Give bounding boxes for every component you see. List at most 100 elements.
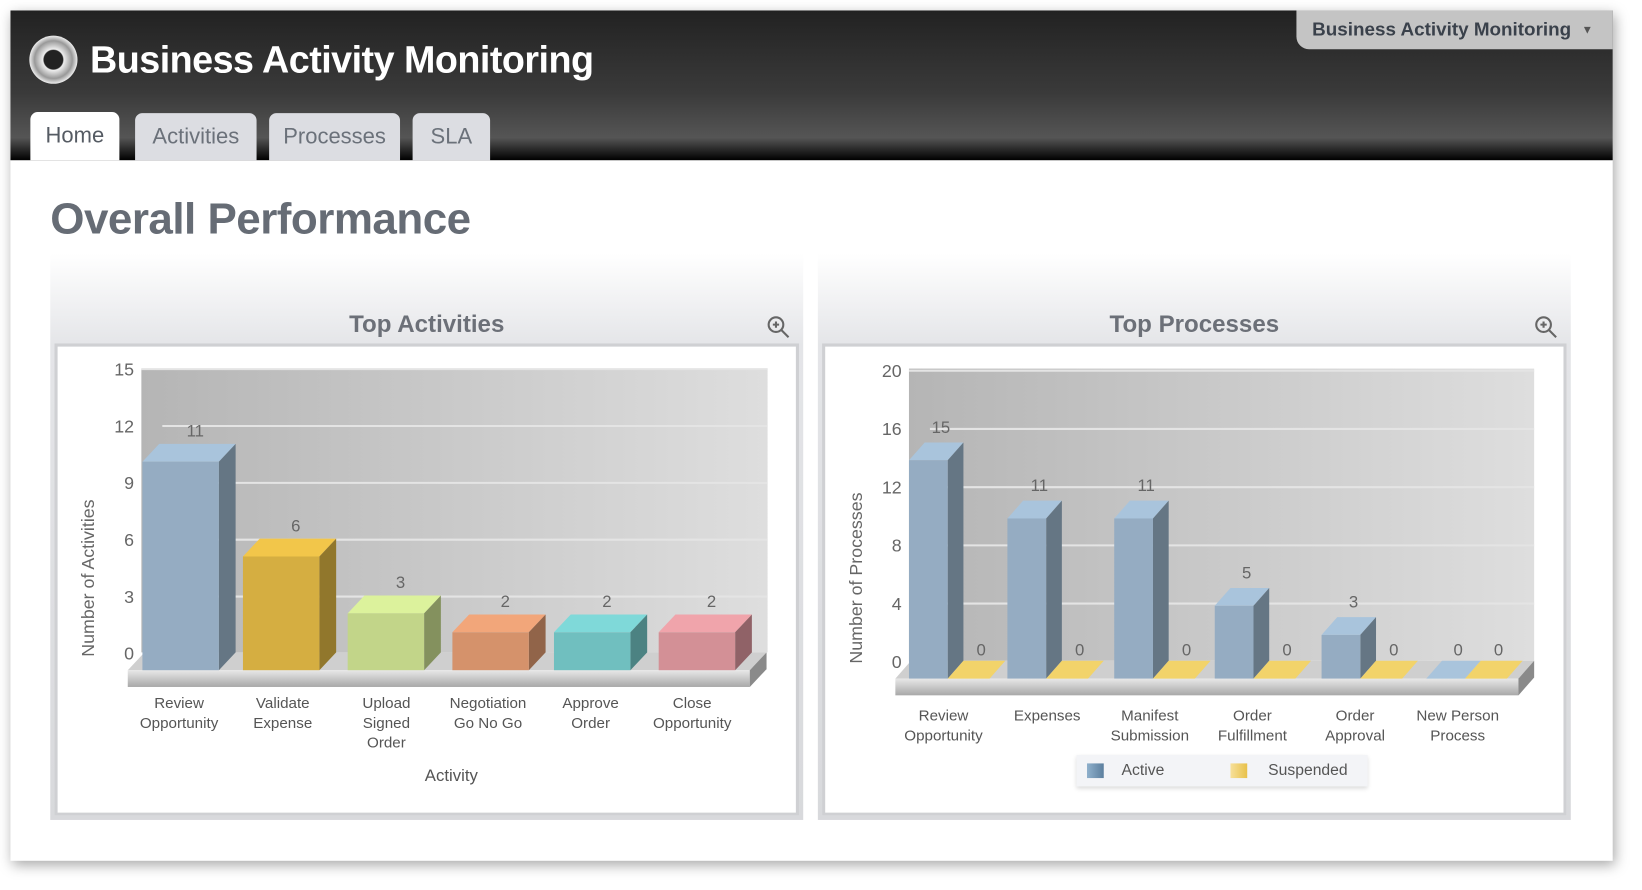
- bar-suspended-top: [947, 660, 1006, 679]
- x-tick-label: Approve: [562, 695, 619, 712]
- tab-sla[interactable]: SLA: [412, 113, 491, 161]
- y-tick-label: 15: [114, 359, 134, 379]
- data-label: 11: [187, 422, 204, 441]
- bar-active-side: [1152, 500, 1169, 679]
- y-tick-label: 9: [124, 473, 134, 493]
- bar-suspended-top: [1152, 660, 1211, 679]
- logo-icon: [29, 35, 78, 84]
- bar-side: [735, 614, 752, 671]
- bar-active: [1321, 634, 1361, 679]
- data-label: 2: [602, 592, 611, 611]
- bar-top: [658, 614, 752, 633]
- x-tick-label: New Person: [1416, 707, 1499, 724]
- bar-active-side: [1046, 500, 1062, 679]
- tab-label: Activities: [152, 124, 240, 149]
- data-label: 5: [1242, 564, 1251, 583]
- x-tick-label: Submission: [1111, 727, 1189, 744]
- legend-suspended-icon: [1230, 763, 1248, 779]
- bar: [553, 632, 631, 671]
- data-label: 0: [1282, 641, 1291, 660]
- x-tick-label: Order: [367, 735, 406, 752]
- bar-side: [528, 614, 546, 671]
- bar-top: [142, 443, 236, 462]
- data-label: 3: [1349, 593, 1358, 612]
- x-tick-label: Negotiation: [450, 695, 527, 712]
- floor-side: [749, 652, 767, 687]
- y-tick-label: 8: [892, 536, 902, 556]
- x-tick-label: Expense: [253, 715, 312, 732]
- x-tick-label: Approval: [1325, 727, 1385, 744]
- data-label: 15: [932, 418, 951, 437]
- bar-top: [553, 614, 648, 633]
- y-axis-title: Number of Processes: [846, 492, 866, 663]
- bar-active-top: [1214, 588, 1270, 606]
- x-tick-label: Expenses: [1014, 707, 1081, 724]
- data-label: 2: [707, 592, 716, 611]
- bar: [142, 461, 219, 671]
- bar-active-top: [1426, 660, 1481, 679]
- x-tick-label: Close: [673, 695, 712, 712]
- bar-active: [1007, 518, 1047, 679]
- bar: [347, 613, 425, 671]
- tab-activities[interactable]: Activities: [135, 113, 257, 161]
- panel-title: Top Activities: [349, 309, 505, 338]
- y-tick-label: 3: [124, 587, 134, 607]
- data-label: 6: [291, 516, 300, 535]
- floor-front: [127, 670, 750, 687]
- data-label: 3: [396, 573, 405, 592]
- bar-suspended-top: [1465, 660, 1523, 679]
- tab-label: Processes: [283, 124, 386, 149]
- x-tick-label: Validate: [256, 695, 310, 712]
- bar-active-side: [947, 442, 964, 679]
- legend-suspended-label: Suspended: [1268, 761, 1348, 780]
- x-tick-label: Order: [571, 715, 610, 732]
- app-switcher-dropdown[interactable]: Business Activity Monitoring ▼: [1296, 10, 1613, 50]
- x-tick-label: Opportunity: [653, 715, 732, 732]
- y-tick-label: 0: [124, 644, 134, 664]
- data-label: 2: [501, 592, 510, 611]
- data-label: 0: [977, 641, 986, 660]
- y-tick-label: 16: [882, 419, 902, 439]
- floor-side: [1518, 660, 1535, 696]
- chart-legend: Active Suspended: [1076, 755, 1368, 787]
- y-tick-label: 12: [114, 416, 134, 436]
- bar-side: [630, 614, 648, 671]
- bar-top: [347, 595, 441, 614]
- data-label: 0: [1389, 641, 1398, 660]
- bar-active-side: [1253, 588, 1270, 679]
- data-label: 0: [1454, 641, 1463, 660]
- bar-active: [908, 460, 948, 679]
- x-tick-label: Upload: [362, 695, 410, 712]
- bar: [242, 556, 320, 671]
- bar-side: [218, 443, 236, 671]
- dropdown-label: Business Activity Monitoring: [1312, 18, 1572, 40]
- tab-label: Home: [45, 123, 105, 148]
- bar-suspended-top: [1360, 660, 1418, 679]
- bar: [452, 632, 529, 671]
- tab-home[interactable]: Home: [30, 112, 120, 161]
- bar-active-top: [1321, 617, 1377, 635]
- zoom-in-icon[interactable]: [766, 314, 791, 339]
- y-tick-label: 6: [124, 530, 134, 550]
- data-label: 0: [1494, 641, 1503, 660]
- zoom-in-icon[interactable]: [1533, 314, 1558, 339]
- floor-front: [895, 678, 1519, 696]
- bar-active-top: [1114, 500, 1169, 519]
- x-tick-label: Order: [1336, 707, 1375, 724]
- bar-side: [319, 538, 337, 671]
- legend-active-icon: [1086, 763, 1104, 779]
- bar-top: [452, 614, 546, 633]
- tab-processes[interactable]: Processes: [269, 113, 401, 161]
- bar-active-top: [1007, 500, 1062, 519]
- data-label: 11: [1031, 476, 1048, 495]
- bar-active-side: [1360, 617, 1377, 679]
- x-tick-label: Process: [1430, 727, 1485, 744]
- legend-active-label: Active: [1121, 761, 1165, 780]
- x-tick-label: Signed: [363, 715, 410, 732]
- bar-active: [1114, 518, 1153, 679]
- x-tick-label: Opportunity: [140, 715, 219, 732]
- data-label: 11: [1137, 476, 1154, 495]
- panel-title: Top Processes: [1109, 309, 1280, 338]
